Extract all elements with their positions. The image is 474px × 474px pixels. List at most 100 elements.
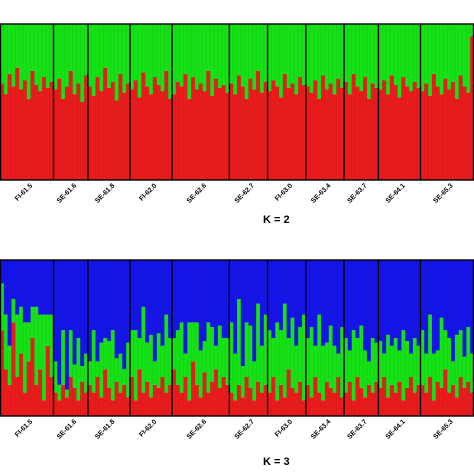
- bar-segment: [325, 24, 329, 90]
- bar-segment: [157, 388, 161, 416]
- bar-segment: [260, 346, 264, 393]
- bar-segment: [447, 24, 451, 90]
- bar-segment: [149, 94, 153, 180]
- bar-segment: [394, 24, 398, 85]
- bar-segment: [294, 346, 298, 393]
- bar-segment: [252, 361, 256, 400]
- bar-segment: [141, 24, 145, 72]
- bar-segment: [111, 400, 115, 416]
- bar-segment: [432, 400, 436, 416]
- bar-segment: [99, 24, 103, 91]
- bar-segment: [119, 393, 123, 416]
- population-label: SE-62.6: [186, 418, 208, 440]
- bar-segment: [436, 350, 440, 381]
- bar-segment: [352, 260, 356, 330]
- bar-segment: [157, 260, 161, 333]
- bar-segment: [107, 24, 111, 88]
- bar-segment: [440, 388, 444, 416]
- bar-segment: [176, 385, 180, 416]
- bar-segment: [218, 326, 222, 388]
- bar-segment: [447, 260, 451, 338]
- bar-segment: [34, 385, 38, 416]
- bar-segment: [413, 82, 417, 180]
- bar-segment: [313, 24, 317, 80]
- bar-segment: [409, 91, 413, 180]
- bar-segment: [367, 260, 371, 361]
- bar-segment: [405, 260, 409, 341]
- bar-segment: [405, 341, 409, 388]
- bar-segment: [317, 315, 321, 393]
- bar-segment: [141, 72, 145, 180]
- bar-segment: [96, 77, 100, 180]
- bar-segment: [298, 24, 302, 77]
- bar-segment: [321, 260, 325, 346]
- bar-segment: [203, 260, 207, 341]
- bar-segment: [447, 90, 451, 180]
- bar-segment: [447, 338, 451, 393]
- bar-segment: [367, 385, 371, 416]
- bar-segment: [92, 260, 96, 330]
- admixture-chart-k3: FI-61.5 SE-61.6 SE-61.8 FI-62.0 SE-62.6 SE-62…: [0, 236, 474, 451]
- bar-segment: [164, 393, 168, 416]
- bar-segment: [61, 99, 65, 180]
- bar-segment: [466, 382, 470, 416]
- population-label: SE-62.7: [234, 418, 256, 440]
- bar-segment: [187, 24, 191, 99]
- population-label: SE-63.7: [346, 182, 368, 204]
- bar-segment: [119, 260, 123, 354]
- bar-segment: [443, 330, 447, 369]
- bar-segment: [329, 24, 333, 83]
- bar-segment: [145, 86, 149, 180]
- bar-segment: [122, 260, 126, 369]
- bar-segment: [15, 315, 19, 377]
- bar-segment: [8, 385, 12, 416]
- bar-segment: [394, 260, 398, 338]
- bar-segment: [199, 397, 203, 416]
- bar-segment: [294, 94, 298, 180]
- bar-segment: [390, 346, 394, 385]
- bar-segment: [348, 260, 352, 350]
- bar-segment: [260, 24, 264, 93]
- bar-segment: [191, 24, 195, 77]
- bar-segment: [356, 377, 360, 416]
- bar-segment: [241, 24, 245, 86]
- population-label: FI-62.0: [138, 182, 158, 202]
- bar-segment: [4, 369, 8, 416]
- bar-segment: [386, 24, 390, 94]
- bar-segment: [405, 86, 409, 180]
- bar-segment: [283, 304, 287, 398]
- bar-segment: [359, 388, 363, 416]
- bar-segment: [394, 338, 398, 393]
- bar-segment: [92, 393, 96, 416]
- bar-segment: [428, 377, 432, 416]
- bar-segment: [73, 365, 77, 388]
- bar-segment: [57, 400, 61, 416]
- bar-segment: [11, 299, 15, 322]
- bar-segment: [428, 24, 432, 96]
- bar-segment: [409, 24, 413, 91]
- bar-segment: [38, 260, 42, 315]
- bar-segment: [271, 338, 275, 377]
- bar-segment: [241, 260, 245, 366]
- bar-segment: [466, 24, 470, 93]
- bar-segment: [107, 341, 111, 388]
- bar-segment: [459, 75, 463, 180]
- bar-segment: [398, 260, 402, 350]
- bar-segment: [4, 315, 8, 370]
- bar-segment: [206, 260, 210, 322]
- bar-segment: [11, 24, 15, 86]
- bar-segment: [386, 94, 390, 180]
- bar-segment: [183, 377, 187, 416]
- bar-segment: [153, 361, 157, 384]
- bar-segment: [352, 24, 356, 74]
- bar-segment: [287, 369, 291, 416]
- bar-segment: [287, 88, 291, 180]
- bar-segment: [115, 24, 119, 100]
- population-label: SE-63.4: [310, 418, 332, 440]
- bar-segment: [141, 393, 145, 416]
- bar-segment: [291, 388, 295, 416]
- bar-segment: [233, 400, 237, 416]
- bar-segment: [199, 24, 203, 83]
- bar-segment: [466, 260, 470, 327]
- bar-segment: [459, 330, 463, 377]
